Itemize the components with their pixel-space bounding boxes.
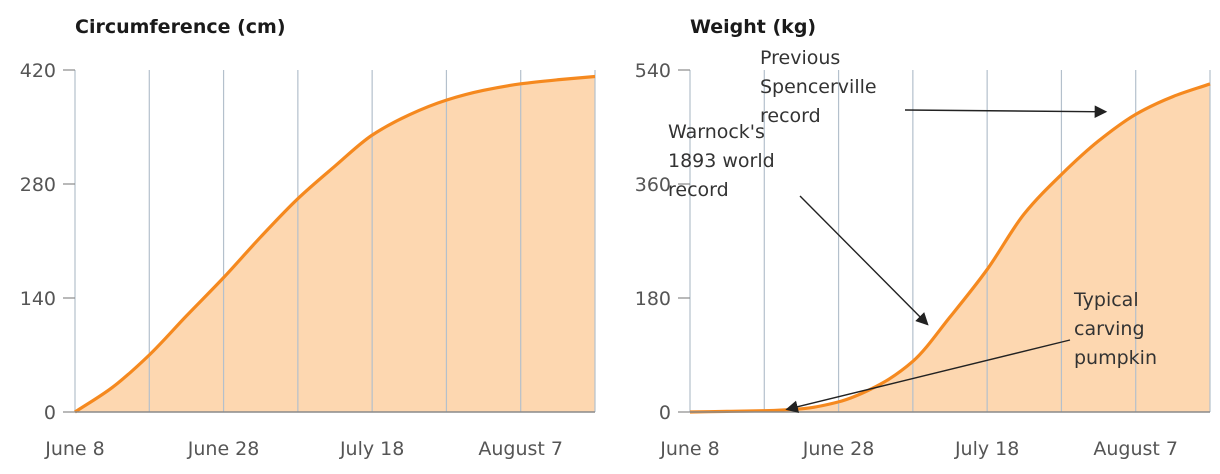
x-tick-label: August 7: [478, 438, 563, 460]
x-tick-label: June 28: [187, 438, 260, 460]
x-tick-label: July 18: [954, 438, 1019, 460]
series-area: [690, 83, 1210, 413]
y-tick-label: 180: [635, 288, 671, 310]
chart-title: Weight (kg): [690, 16, 816, 38]
annotation-text: Previous: [760, 47, 840, 69]
chart-panel-1: Circumference (cm) 0 140 280 420 June 8 June 2…: [20, 16, 596, 460]
annotation-text: carving: [1074, 318, 1145, 340]
series-line: [74, 74, 596, 414]
annotation-text: Warnock's: [668, 121, 765, 143]
annotation-arrow: [785, 339, 1071, 413]
annotation-text: Spencerville: [760, 76, 877, 98]
y-tick-label: 0: [44, 402, 56, 424]
x-tick-label: July 18: [339, 438, 404, 460]
y-tick-label: 360: [635, 174, 671, 196]
y-tick-label: 540: [635, 60, 671, 82]
annotation-arrow: [799, 195, 929, 326]
annotation-1: Previous Spencerville record: [760, 47, 1108, 127]
y-tick-label: 280: [20, 174, 56, 196]
annotation-2: Warnock's 1893 world record: [668, 121, 929, 326]
x-tick-label: June 8: [44, 438, 105, 460]
annotation-text: 1893 world: [668, 150, 775, 172]
chart-panel-2: Weight (kg) 0 180 360 540 June 8 June 28 July 1…: [635, 16, 1211, 460]
x-tick-label: June 28: [802, 438, 875, 460]
annotation-3: Typical carving pumpkin: [785, 289, 1157, 413]
x-tick-label: August 7: [1093, 438, 1178, 460]
y-tick-label: 420: [20, 60, 56, 82]
annotation-text: record: [760, 105, 821, 127]
annotation-arrow: [904, 105, 1108, 118]
series-area: [75, 76, 595, 412]
annotation-text: pumpkin: [1074, 347, 1157, 369]
y-tick-label: 0: [659, 402, 671, 424]
x-tick-label: June 8: [659, 438, 720, 460]
series-line: [689, 82, 1211, 414]
annotation-text: Typical: [1073, 289, 1139, 311]
y-tick-label: 140: [20, 288, 56, 310]
chart-title: Circumference (cm): [75, 16, 286, 38]
annotation-text: record: [668, 179, 729, 201]
